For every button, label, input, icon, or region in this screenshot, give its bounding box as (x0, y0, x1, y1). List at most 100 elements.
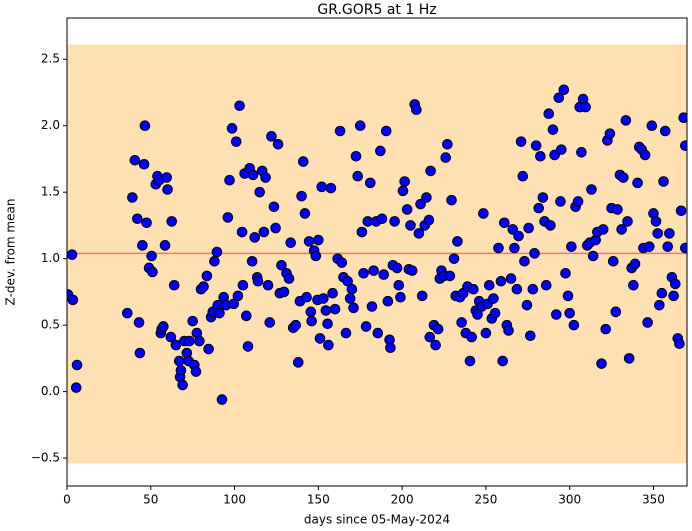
point (296, 190, 307, 202)
point (523, 222, 534, 234)
point (236, 226, 248, 238)
point (622, 216, 633, 227)
point (517, 170, 529, 182)
point (175, 365, 187, 376)
point (555, 196, 566, 207)
point (680, 242, 687, 254)
x-tick-label: 250 (474, 493, 497, 507)
point (203, 343, 214, 355)
point (194, 335, 205, 347)
point (301, 291, 312, 303)
point (448, 253, 460, 264)
point (344, 293, 356, 304)
point (597, 224, 609, 235)
point (466, 331, 477, 343)
point (600, 323, 612, 335)
point (654, 299, 665, 311)
chart-title: GR.GOR5 at 1 Hz (317, 2, 436, 18)
point (216, 394, 228, 405)
point (226, 123, 238, 134)
point (237, 279, 249, 291)
point (558, 84, 570, 96)
point (586, 184, 597, 195)
point (290, 319, 302, 331)
point (378, 269, 390, 280)
point (489, 307, 501, 319)
point (503, 325, 514, 336)
point (316, 181, 328, 193)
point (224, 174, 235, 186)
point (652, 228, 663, 239)
point (260, 172, 271, 183)
point (134, 347, 146, 359)
point (127, 192, 138, 203)
point (158, 321, 169, 332)
point (401, 204, 413, 215)
point (352, 170, 364, 182)
point (656, 287, 668, 299)
point (521, 299, 533, 311)
x-tick-label: 0 (63, 493, 71, 507)
point (543, 108, 555, 120)
point (495, 275, 507, 287)
point (356, 226, 368, 238)
point (674, 338, 685, 350)
point (395, 291, 406, 303)
point (646, 120, 658, 131)
point (628, 279, 639, 291)
point (556, 144, 567, 155)
point (497, 355, 508, 367)
point (413, 228, 425, 239)
point (247, 169, 259, 181)
point (537, 192, 549, 203)
point (525, 330, 536, 342)
point (198, 281, 209, 292)
point (629, 258, 641, 270)
point (329, 303, 341, 315)
point (632, 177, 643, 189)
point (488, 293, 499, 304)
point (264, 317, 276, 328)
point (456, 317, 467, 328)
point (318, 293, 329, 304)
point (620, 115, 632, 126)
point (313, 234, 324, 246)
point (680, 140, 687, 151)
point (642, 317, 653, 328)
point (184, 335, 195, 347)
point (397, 185, 409, 197)
point (310, 250, 322, 262)
point (515, 136, 527, 147)
point (553, 92, 565, 104)
point (623, 353, 635, 364)
x-tick-label: 50 (143, 493, 158, 507)
point (507, 224, 519, 235)
point (610, 306, 622, 318)
point (133, 317, 145, 328)
point (234, 100, 245, 112)
point (587, 250, 599, 262)
point (350, 150, 362, 162)
y-tick-label: 2.0 (41, 118, 60, 132)
y-tick-label: 0.5 (41, 318, 60, 332)
point (129, 154, 141, 166)
point (138, 158, 150, 170)
point (283, 273, 295, 284)
point (530, 140, 542, 151)
point (547, 124, 559, 135)
point (246, 256, 258, 267)
point (535, 150, 546, 162)
point (141, 217, 152, 229)
point (147, 266, 158, 278)
point (201, 270, 213, 282)
point (67, 249, 78, 260)
point (421, 192, 432, 203)
point (411, 104, 422, 116)
point (509, 242, 520, 254)
point (132, 213, 143, 225)
point (222, 212, 234, 223)
point (580, 101, 591, 113)
point (190, 366, 202, 377)
point (262, 279, 274, 291)
